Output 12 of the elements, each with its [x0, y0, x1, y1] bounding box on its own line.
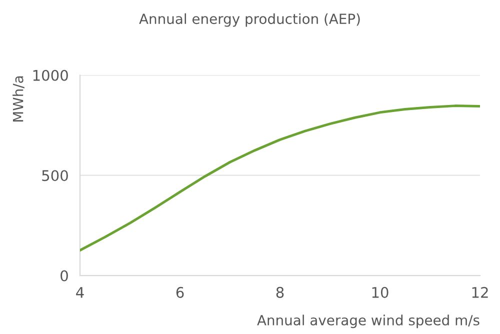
x-tick-label: 8 — [276, 286, 284, 298]
x-tick-label: 4 — [76, 287, 84, 298]
x-tick-label: 10 — [372, 286, 388, 298]
y-tick-label: 500 — [42, 170, 68, 182]
x-tick-label: 12 — [472, 286, 488, 298]
line-series — [80, 104, 480, 252]
x-axis-title: Annual average wind speed m/s — [257, 314, 480, 328]
y-tick-label: 1000 — [33, 70, 68, 81]
chart-title: Annual energy production (AEP) — [139, 13, 360, 27]
x-tick-label: 6 — [176, 286, 184, 298]
y-axis-title: MWh/a — [12, 76, 24, 122]
y-tick-label: 0 — [60, 270, 68, 282]
